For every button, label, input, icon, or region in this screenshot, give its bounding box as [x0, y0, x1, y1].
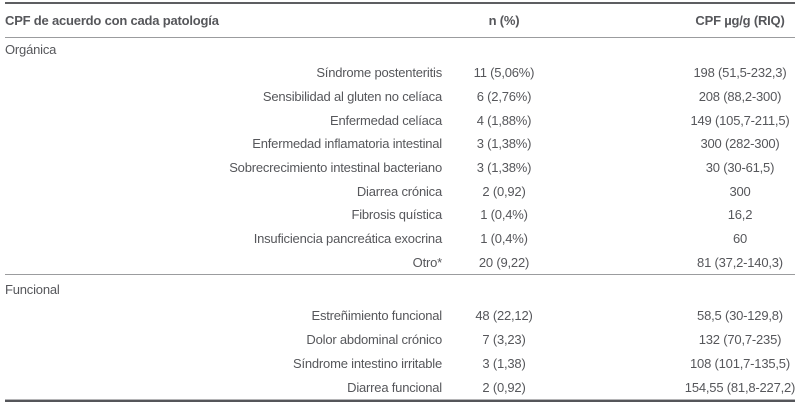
- row-cpf-value: 208 (88,2-300): [698, 89, 782, 105]
- row-label: Fibrosis quística: [351, 207, 442, 223]
- row-label: Síndrome postenteritis: [316, 65, 442, 81]
- section-divider-rule: [5, 274, 795, 276]
- row-n-value: 2 (0,92): [482, 379, 526, 395]
- row-label: Estreñimiento funcional: [311, 307, 442, 323]
- header-divider-rule: [5, 37, 795, 38]
- row-cpf-value: 30 (30-61,5): [705, 160, 775, 176]
- section-header-funcional: Funcional: [5, 275, 795, 303]
- table-row: Diarrea crónica 2 (0,92) 300: [5, 179, 795, 203]
- table-bottom-rule-dark: [5, 400, 795, 403]
- data-table: CPF de acuerdo con cada patología n (%) …: [5, 2, 795, 403]
- table-row: Dolor abdominal crónico 7 (3,23) 132 (70…: [5, 327, 795, 351]
- row-cpf-value: 149 (105,7-211,5): [690, 112, 790, 128]
- section-header-organica: Orgánica: [5, 38, 795, 61]
- row-n-value: 4 (1,88%): [476, 112, 532, 128]
- table-row: Síndrome postenteritis 11 (5,06%) 198 (5…: [5, 61, 795, 85]
- col-header-n-pct: n (%): [488, 13, 520, 28]
- row-n-value: 7 (3,23): [482, 331, 526, 347]
- row-cpf-value: 132 (70,7-235): [698, 331, 782, 347]
- row-n-value: 20 (9,22): [478, 254, 530, 270]
- table-top-rule: [5, 2, 795, 4]
- table-bottom-rule-light: [5, 399, 795, 401]
- table-row: Enfermedad celíaca 4 (1,88%) 149 (105,7-…: [5, 108, 795, 132]
- row-cpf-value: 108 (101,7-135,5): [690, 355, 790, 371]
- row-n-value: 48 (22,12): [475, 307, 533, 323]
- row-label: Síndrome intestino irritable: [292, 355, 442, 371]
- table-row: Sensibilidad al gluten no celíaca 6 (2,7…: [5, 85, 795, 109]
- section-label: Orgánica: [5, 42, 57, 57]
- row-label: Diarrea crónica: [356, 183, 442, 199]
- row-cpf-value: 198 (51,5-232,3): [693, 65, 787, 81]
- row-cpf-value: 154,55 (81,8-227,2): [684, 379, 796, 395]
- table-row: Diarrea funcional 2 (0,92) 154,55 (81,8-…: [5, 375, 795, 399]
- col-header-pathology: CPF de acuerdo con cada patología: [5, 13, 219, 28]
- row-cpf-value: 300: [729, 183, 751, 199]
- row-n-value: 2 (0,92): [482, 183, 526, 199]
- section-label: Funcional: [5, 281, 60, 297]
- row-n-value: 6 (2,76%): [476, 89, 532, 105]
- row-label: Sensibilidad al gluten no celíaca: [262, 89, 442, 105]
- row-cpf-value: 81 (37,2-140,3): [697, 254, 783, 270]
- table-row: Enfermedad inflamatoria intestinal 3 (1,…: [5, 132, 795, 156]
- row-label: Enfermedad inflamatoria intestinal: [252, 136, 442, 152]
- row-cpf-value: 16,2: [727, 207, 753, 223]
- row-n-value: 3 (1,38%): [476, 136, 532, 152]
- table-row: Fibrosis quística 1 (0,4%) 16,2: [5, 203, 795, 227]
- col-header-cpf: CPF µg/g (RIQ): [695, 13, 785, 28]
- row-cpf-value: 300 (282-300): [700, 136, 780, 152]
- table-row: Síndrome intestino irritable 3 (1,38) 10…: [5, 351, 795, 375]
- table-row: Estreñimiento funcional 48 (22,12) 58,5 …: [5, 303, 795, 327]
- table-row: Sobrecrecimiento intestinal bacteriano 3…: [5, 156, 795, 180]
- row-label: Enfermedad celíaca: [329, 112, 442, 128]
- table-row: Otro* 20 (9,22) 81 (37,2-140,3): [5, 251, 795, 275]
- row-n-value: 3 (1,38): [482, 355, 526, 371]
- table-header-row: CPF de acuerdo con cada patología n (%) …: [5, 4, 795, 37]
- row-n-value: 1 (0,4%): [480, 231, 528, 247]
- row-label: Dolor abdominal crónico: [306, 331, 442, 347]
- row-label: Diarrea funcional: [347, 379, 442, 395]
- row-label: Insuficiencia pancreática exocrina: [253, 231, 443, 247]
- row-cpf-value: 58,5 (30-129,8): [697, 307, 783, 323]
- row-label: Otro*: [412, 254, 443, 270]
- row-cpf-value: 60: [732, 231, 748, 247]
- row-label: Sobrecrecimiento intestinal bacteriano: [229, 160, 442, 176]
- row-n-value: 3 (1,38%): [476, 160, 532, 176]
- row-n-value: 11 (5,06%): [473, 65, 535, 81]
- row-n-value: 1 (0,4%): [480, 207, 528, 223]
- table-row: Insuficiencia pancreática exocrina 1 (0,…: [5, 227, 795, 251]
